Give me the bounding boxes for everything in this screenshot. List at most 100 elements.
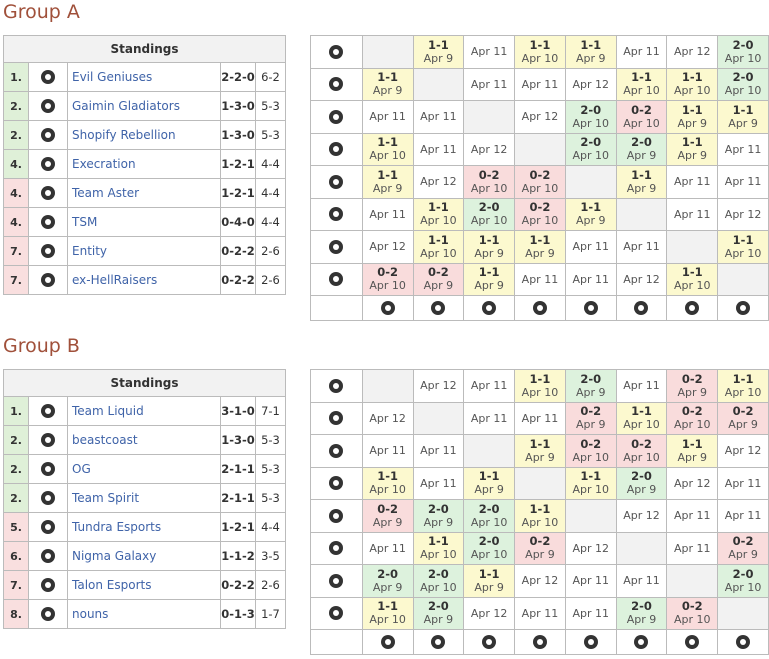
score: 0-2 (580, 436, 602, 451)
team-name: Evil Geniuses (67, 62, 221, 92)
match-cell: 0-2 Apr 9 (361, 499, 414, 533)
match-cell: 1-1 Apr 10 (666, 67, 719, 101)
games: 4-4 (255, 178, 286, 208)
score: 1-1 (428, 200, 449, 215)
column-header (463, 629, 516, 655)
match-cell: 2-0 Apr 9 (615, 596, 668, 630)
record: 2-2-0 (220, 62, 256, 92)
score: 0-2 (681, 371, 703, 386)
date: Apr 12 (572, 77, 609, 91)
date: Apr 9 (474, 483, 504, 497)
date: Apr 12 (673, 476, 711, 490)
crosstable-row: Apr 11 Apr 11 1-1 Apr 9 0-2 Apr 10 0-2 Apr 10 1-… (310, 434, 769, 468)
row-header (310, 466, 363, 500)
date: Apr 11 (724, 476, 762, 490)
standings-row: 5. Tundra Esports 1-2-1 4-4 (3, 512, 286, 542)
date: Apr 11 (724, 509, 762, 523)
score: 1-1 (681, 70, 703, 85)
date: Apr 9 (525, 450, 555, 464)
logo-cell (28, 454, 68, 484)
match-cell: Apr 12 (666, 35, 719, 69)
team-name: TSM (67, 207, 221, 237)
crosstable-row: 1-1 Apr 9 Apr 11 1-1 Apr 10 1-1 Apr 9 Apr 11 Apr… (310, 35, 769, 69)
standings-table: Standings 1. Team Liquid 3-1-0 7-1 2. beastcoa… (3, 369, 286, 629)
match-cell: 2-0 Apr 9 (412, 596, 465, 630)
score: 2-0 (580, 102, 602, 117)
date: Apr 12 (369, 240, 406, 254)
match-cell: 1-1 Apr 10 (361, 596, 414, 630)
score: 1-1 (478, 265, 500, 280)
rank: 5. (3, 512, 29, 542)
column-header (666, 629, 719, 655)
date: Apr 10 (623, 84, 660, 98)
record: 1-1-2 (220, 541, 256, 571)
date: Apr 11 (673, 175, 711, 189)
date: Apr 9 (423, 515, 454, 529)
logo-cell (28, 207, 68, 237)
team-logo (380, 635, 395, 649)
match-cell: 1-1 Apr 10 (514, 35, 566, 69)
games: 1-7 (255, 599, 286, 629)
record: 2-1-1 (220, 483, 256, 513)
match-cell: Apr 11 (717, 499, 769, 533)
match-cell: 1-1 Apr 9 (361, 67, 414, 101)
team-name: Entity (67, 236, 221, 266)
team-name: Team Liquid (67, 396, 221, 426)
record: 1-3-0 (220, 425, 256, 455)
column-header (615, 629, 668, 655)
column-header (717, 295, 769, 321)
games: 4-4 (255, 512, 286, 542)
date: Apr 9 (728, 418, 758, 432)
rank: 4. (3, 207, 29, 237)
diagonal (666, 564, 719, 598)
match-cell: Apr 11 (717, 132, 769, 166)
date: Apr 12 (420, 175, 457, 189)
date: Apr 9 (372, 181, 403, 195)
date: Apr 10 (724, 246, 762, 260)
match-cell: Apr 12 (463, 596, 516, 630)
date: Apr 11 (369, 444, 406, 458)
date: Apr 11 (420, 476, 457, 490)
record: 1-2-1 (220, 512, 256, 542)
date: Apr 11 (470, 45, 508, 59)
score: 2-0 (631, 469, 652, 484)
match-cell: Apr 12 (463, 132, 516, 166)
date: Apr 10 (470, 548, 508, 562)
score: 0-2 (529, 167, 551, 182)
diagonal (514, 466, 566, 500)
date: Apr 11 (521, 606, 559, 620)
games: 5-3 (255, 120, 286, 150)
date: Apr 11 (369, 207, 406, 221)
match-cell: 1-1 Apr 10 (412, 531, 465, 565)
team-name: Execration (67, 149, 221, 179)
column-header (361, 295, 414, 321)
column-header (666, 295, 719, 321)
standings-row: 7. Entity 0-2-2 2-6 (3, 236, 286, 266)
standings-header: Standings (3, 369, 286, 397)
logo-cell (28, 512, 68, 542)
match-cell: 0-2 Apr 9 (412, 262, 465, 296)
match-cell: Apr 11 (412, 132, 465, 166)
score: 2-0 (580, 371, 602, 386)
diagonal (463, 434, 516, 468)
date: Apr 11 (623, 574, 660, 588)
date: Apr 9 (372, 580, 403, 594)
team-logo (532, 635, 547, 649)
column-header (514, 295, 566, 321)
match-cell: Apr 11 (564, 230, 617, 264)
record: 1-3-0 (220, 91, 256, 121)
date: Apr 10 (369, 279, 406, 293)
team-logo (329, 476, 344, 491)
column-header (564, 629, 617, 655)
logo-cell (28, 178, 68, 208)
team-logo (329, 239, 344, 254)
standings-row: 4. Execration 1-2-1 4-4 (3, 149, 286, 179)
team-logo (329, 44, 344, 59)
match-cell: 0-2 Apr 10 (615, 434, 668, 468)
date: Apr 10 (470, 214, 508, 228)
team-logo (329, 109, 344, 124)
column-header (463, 295, 516, 321)
score: 1-1 (478, 566, 500, 581)
score: 1-1 (580, 469, 602, 484)
